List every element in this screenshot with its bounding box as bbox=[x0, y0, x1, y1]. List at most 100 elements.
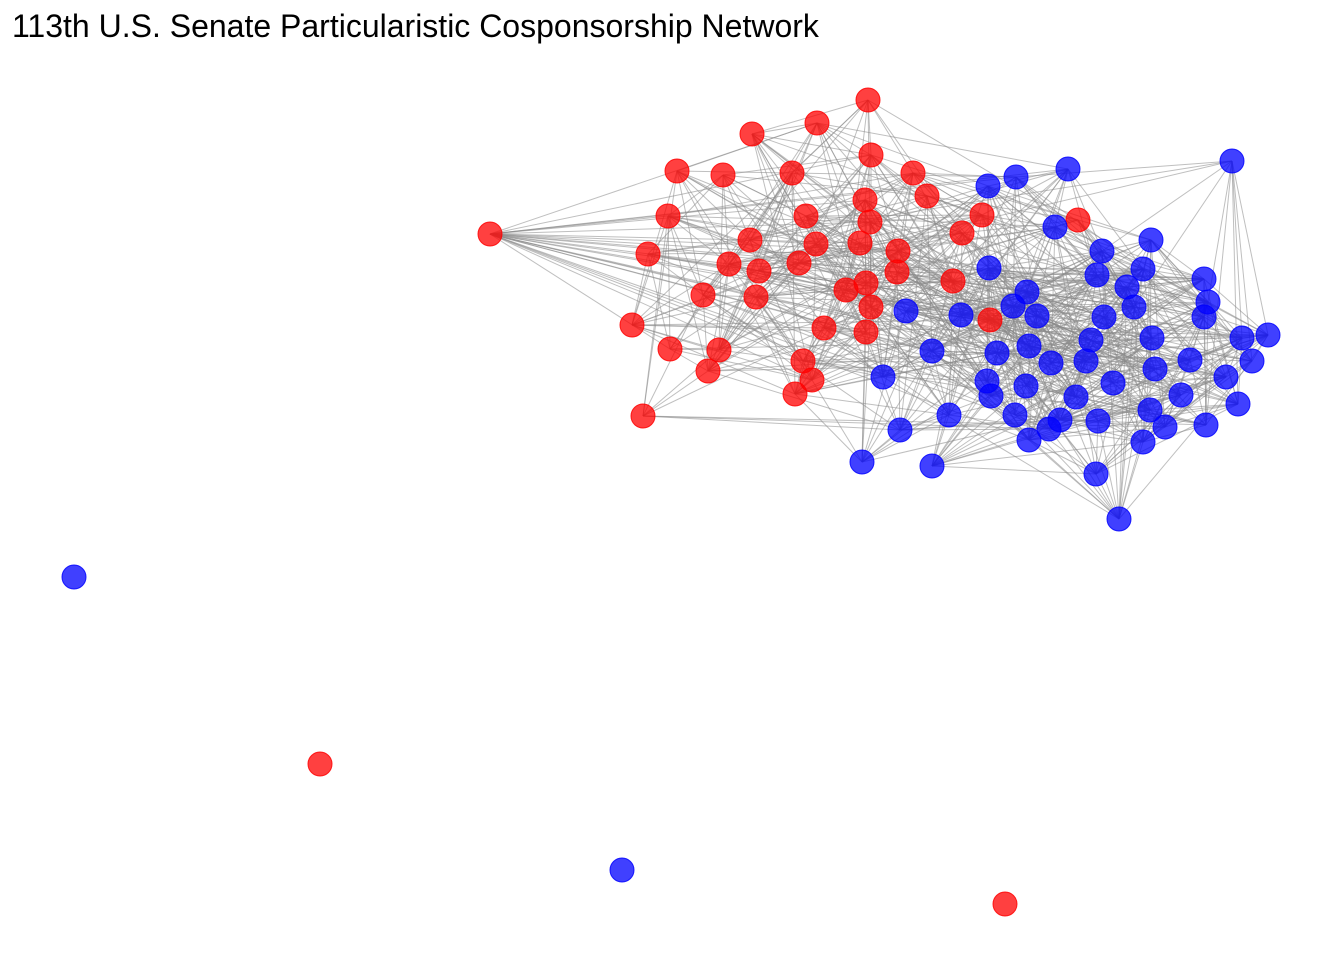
senator-node-blue bbox=[61, 564, 87, 590]
cosponsorship-edge bbox=[631, 99, 869, 326]
senator-node-blue bbox=[936, 402, 962, 428]
cosponsorship-edge bbox=[811, 379, 863, 463]
cosponsorship-edge bbox=[1090, 339, 1191, 361]
cosponsorship-edge bbox=[718, 122, 818, 351]
cosponsorship-edge bbox=[899, 314, 962, 431]
cosponsorship-edge bbox=[667, 215, 871, 223]
cosponsorship-edge bbox=[798, 226, 1056, 264]
cosponsorship-edge bbox=[667, 172, 914, 217]
cosponsorship-edge bbox=[823, 327, 933, 352]
cosponsorship-edge bbox=[794, 393, 863, 463]
senator-node-red bbox=[690, 282, 716, 308]
senator-node-red bbox=[858, 142, 884, 168]
cosponsorship-edge bbox=[987, 185, 1156, 370]
senator-node-blue bbox=[1078, 327, 1104, 353]
cosponsorship-edge bbox=[861, 331, 867, 463]
cosponsorship-edge bbox=[1014, 414, 1097, 475]
senator-node-red bbox=[858, 294, 884, 320]
senator-node-red bbox=[1065, 207, 1091, 233]
cosponsorship-edge bbox=[912, 172, 1079, 221]
senator-node-blue bbox=[1130, 429, 1156, 455]
senator-node-blue bbox=[1138, 227, 1164, 253]
senator-node-red bbox=[900, 160, 926, 186]
senator-node-red bbox=[977, 307, 1003, 333]
senator-node-blue bbox=[887, 417, 913, 443]
senator-node-red bbox=[852, 187, 878, 213]
cosponsorship-edge bbox=[897, 172, 914, 252]
cosponsorship-edge bbox=[882, 376, 988, 382]
senator-node-blue bbox=[1130, 256, 1156, 282]
senator-node-blue bbox=[1055, 156, 1081, 182]
cosponsorship-edge bbox=[931, 267, 990, 467]
senator-node-red bbox=[307, 751, 333, 777]
cosponsorship-edge bbox=[707, 199, 866, 372]
senator-node-blue bbox=[1152, 414, 1178, 440]
cosponsorship-edge bbox=[861, 380, 988, 463]
cosponsorship-edge bbox=[1026, 291, 1135, 308]
cosponsorship-edge bbox=[899, 350, 933, 431]
cosponsorship-edge bbox=[1015, 160, 1233, 178]
cosponsorship-edge bbox=[823, 327, 1269, 336]
senator-node-red bbox=[799, 367, 825, 393]
senator-node-red bbox=[737, 227, 763, 253]
cosponsorship-edge bbox=[489, 233, 804, 362]
senator-node-blue bbox=[919, 453, 945, 479]
senator-node-blue bbox=[1168, 382, 1194, 408]
senator-node-blue bbox=[1177, 347, 1203, 373]
cosponsorship-edge bbox=[897, 214, 983, 252]
senator-node-blue bbox=[1085, 408, 1111, 434]
senator-node-blue bbox=[1047, 407, 1073, 433]
cosponsorship-edge bbox=[489, 233, 813, 381]
cosponsorship-edge bbox=[1012, 176, 1017, 307]
cosponsorship-edge bbox=[899, 319, 991, 431]
senator-node-red bbox=[992, 891, 1018, 917]
senator-node-blue bbox=[1137, 397, 1163, 423]
cosponsorship-edge bbox=[1231, 160, 1239, 405]
cosponsorship-edge bbox=[1026, 291, 1092, 341]
cosponsorship-edge bbox=[489, 233, 751, 241]
cosponsorship-edge bbox=[996, 339, 1092, 354]
senator-node-blue bbox=[978, 383, 1004, 409]
senator-node-red bbox=[914, 183, 940, 209]
cosponsorship-edge bbox=[1126, 286, 1205, 318]
senator-node-blue bbox=[1084, 262, 1110, 288]
cosponsorship-edge bbox=[1097, 403, 1239, 422]
cosponsorship-edge bbox=[667, 215, 671, 350]
cosponsorship-edge bbox=[647, 253, 671, 350]
cosponsorship-edge bbox=[931, 380, 988, 467]
senator-node-blue bbox=[1083, 461, 1109, 487]
cosponsorship-edge bbox=[988, 250, 1103, 269]
cosponsorship-edge bbox=[1028, 403, 1239, 441]
cosponsorship-edge bbox=[882, 267, 990, 378]
cosponsorship-edge bbox=[1142, 337, 1153, 443]
senator-node-red bbox=[793, 203, 819, 229]
cosponsorship-edge bbox=[870, 306, 950, 416]
cosponsorship-edge bbox=[931, 345, 1030, 467]
senator-node-red bbox=[782, 381, 808, 407]
senator-node-red bbox=[940, 268, 966, 294]
cosponsorship-edge bbox=[722, 174, 928, 197]
senator-node-blue bbox=[1139, 325, 1165, 351]
cosponsorship-edge bbox=[642, 415, 901, 431]
cosponsorship-edge bbox=[1118, 409, 1151, 520]
cosponsorship-edge bbox=[669, 348, 813, 381]
senator-node-blue bbox=[1100, 370, 1126, 396]
cosponsorship-edge bbox=[1028, 286, 1128, 347]
senator-node-red bbox=[853, 319, 879, 345]
page-title: 113th U.S. Senate Particularistic Cospon… bbox=[12, 8, 819, 44]
senator-node-red bbox=[477, 221, 503, 247]
senator-node-blue bbox=[1016, 333, 1042, 359]
cosponsorship-edge bbox=[905, 168, 1069, 312]
cosponsorship-edge bbox=[815, 99, 869, 245]
cosponsorship-edge bbox=[755, 296, 796, 395]
senator-node-blue bbox=[1191, 266, 1217, 292]
cosponsorship-edge bbox=[718, 306, 872, 351]
cosponsorship-edge bbox=[811, 242, 861, 381]
senator-node-blue bbox=[1002, 402, 1028, 428]
cosponsorship-edge bbox=[1231, 160, 1269, 336]
senator-node-blue bbox=[1225, 391, 1251, 417]
cosponsorship-edge bbox=[816, 122, 1069, 170]
senator-node-blue bbox=[1121, 294, 1147, 320]
cosponsorship-edge bbox=[647, 253, 757, 298]
cosponsorship-edge bbox=[931, 441, 1144, 467]
